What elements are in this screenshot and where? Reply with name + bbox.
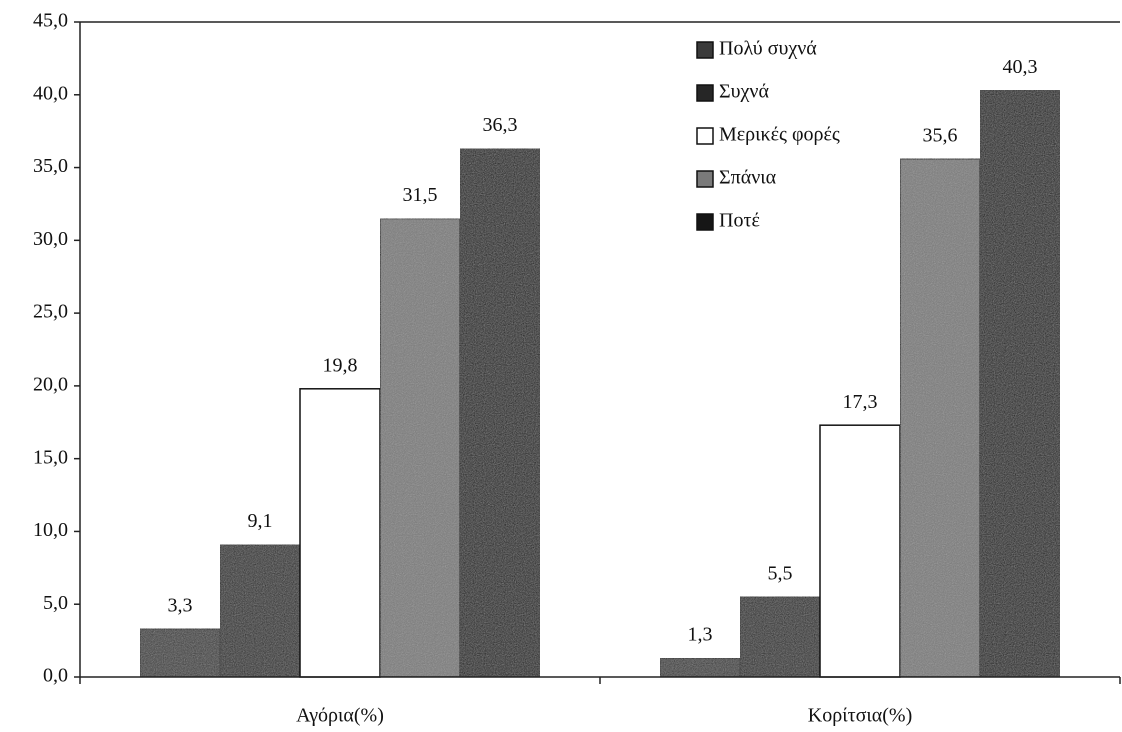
y-tick-label: 20,0 (33, 373, 68, 395)
bar (459, 147, 541, 678)
y-tick-label: 40,0 (33, 82, 68, 104)
data-label: 36,3 (483, 114, 518, 136)
x-tick-label: Αγόρια(%) (296, 705, 384, 727)
bar (219, 543, 301, 678)
legend-label: Σπάνια (719, 167, 777, 189)
data-label: 19,8 (323, 354, 358, 376)
data-label: 9,1 (248, 510, 273, 532)
bar (139, 628, 221, 678)
y-tick-label: 25,0 (33, 301, 68, 323)
data-label: 17,3 (843, 391, 878, 413)
data-label: 3,3 (168, 595, 193, 617)
bar (899, 158, 981, 678)
y-tick-label: 0,0 (43, 665, 68, 687)
data-label: 5,5 (768, 563, 793, 585)
legend-label: Συχνά (719, 81, 769, 103)
y-tick-label: 10,0 (33, 519, 68, 541)
legend-swatch (696, 41, 714, 59)
bar (659, 657, 741, 678)
legend-label: Μερικές φορές (719, 124, 840, 146)
data-label: 35,6 (923, 124, 958, 146)
legend-swatch (696, 84, 714, 102)
data-label: 40,3 (1003, 56, 1038, 78)
legend-swatch (696, 127, 714, 145)
x-tick-label: Κορίτσια(%) (808, 705, 912, 727)
y-tick-label: 45,0 (33, 10, 68, 32)
legend-swatch (696, 170, 714, 188)
bar (979, 89, 1061, 678)
legend-label: Πολύ συχνά (719, 38, 817, 60)
legend-swatch (696, 213, 714, 231)
y-tick-label: 35,0 (33, 155, 68, 177)
bar (299, 388, 381, 678)
data-label: 1,3 (688, 624, 713, 646)
bar (819, 424, 901, 678)
y-tick-label: 15,0 (33, 446, 68, 468)
bar (739, 596, 821, 678)
data-label: 31,5 (403, 184, 438, 206)
y-tick-label: 30,0 (33, 228, 68, 250)
legend-label: Ποτέ (719, 210, 760, 232)
y-tick-label: 5,0 (43, 592, 68, 614)
bar (379, 217, 461, 678)
